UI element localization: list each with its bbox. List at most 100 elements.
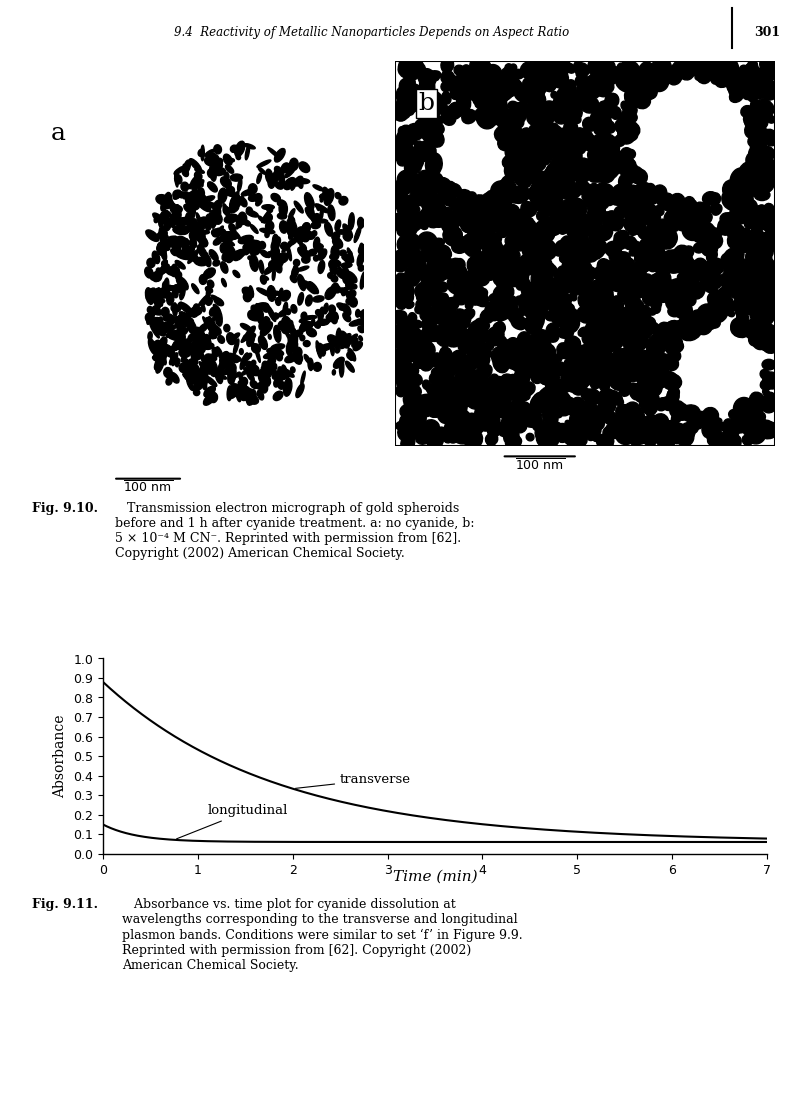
Ellipse shape xyxy=(543,134,551,143)
Ellipse shape xyxy=(461,413,468,423)
Ellipse shape xyxy=(198,237,207,247)
Ellipse shape xyxy=(624,347,638,362)
Ellipse shape xyxy=(287,219,295,234)
Ellipse shape xyxy=(561,131,580,148)
Ellipse shape xyxy=(514,386,529,401)
Ellipse shape xyxy=(238,235,253,243)
Ellipse shape xyxy=(500,123,510,134)
Ellipse shape xyxy=(762,388,769,396)
Ellipse shape xyxy=(498,199,511,213)
Ellipse shape xyxy=(216,319,221,325)
Ellipse shape xyxy=(175,190,182,198)
Ellipse shape xyxy=(405,354,414,362)
Ellipse shape xyxy=(239,348,243,355)
Ellipse shape xyxy=(278,309,288,317)
Ellipse shape xyxy=(525,235,534,247)
Ellipse shape xyxy=(564,198,586,218)
Ellipse shape xyxy=(601,194,608,203)
Ellipse shape xyxy=(195,335,201,344)
Ellipse shape xyxy=(735,77,756,97)
Ellipse shape xyxy=(399,78,413,94)
Ellipse shape xyxy=(629,317,645,334)
Ellipse shape xyxy=(204,335,210,341)
Ellipse shape xyxy=(658,280,672,292)
Ellipse shape xyxy=(475,347,491,360)
Ellipse shape xyxy=(341,288,347,296)
Ellipse shape xyxy=(323,304,328,314)
Ellipse shape xyxy=(538,190,554,205)
Ellipse shape xyxy=(633,363,644,372)
Ellipse shape xyxy=(651,223,668,238)
Ellipse shape xyxy=(572,158,589,176)
Ellipse shape xyxy=(330,276,337,282)
Ellipse shape xyxy=(723,268,735,280)
Ellipse shape xyxy=(220,262,228,273)
Ellipse shape xyxy=(645,377,656,387)
Ellipse shape xyxy=(160,196,169,211)
Ellipse shape xyxy=(544,359,556,371)
Ellipse shape xyxy=(530,60,551,80)
Ellipse shape xyxy=(717,225,724,235)
Ellipse shape xyxy=(742,208,751,217)
Ellipse shape xyxy=(468,244,480,253)
Ellipse shape xyxy=(416,394,432,407)
Ellipse shape xyxy=(628,279,648,298)
Ellipse shape xyxy=(733,222,740,231)
Ellipse shape xyxy=(623,402,639,418)
Ellipse shape xyxy=(393,355,411,376)
Ellipse shape xyxy=(464,341,473,349)
Ellipse shape xyxy=(758,298,776,317)
Ellipse shape xyxy=(750,171,765,182)
Ellipse shape xyxy=(620,102,628,110)
Ellipse shape xyxy=(176,302,182,311)
Ellipse shape xyxy=(702,243,717,257)
Ellipse shape xyxy=(666,70,679,83)
Ellipse shape xyxy=(182,366,191,381)
Ellipse shape xyxy=(672,320,687,336)
Ellipse shape xyxy=(509,296,516,304)
Ellipse shape xyxy=(622,364,640,382)
Ellipse shape xyxy=(216,374,227,379)
Ellipse shape xyxy=(442,250,451,259)
Ellipse shape xyxy=(546,140,562,156)
Ellipse shape xyxy=(172,205,179,211)
Ellipse shape xyxy=(603,244,614,253)
Ellipse shape xyxy=(708,276,721,289)
Ellipse shape xyxy=(541,392,560,413)
Ellipse shape xyxy=(265,221,273,231)
Ellipse shape xyxy=(514,170,531,186)
Ellipse shape xyxy=(550,146,560,157)
Ellipse shape xyxy=(303,340,310,347)
Ellipse shape xyxy=(506,403,517,414)
Ellipse shape xyxy=(450,201,458,211)
Ellipse shape xyxy=(304,321,312,329)
Ellipse shape xyxy=(589,339,601,349)
Ellipse shape xyxy=(650,352,661,363)
Ellipse shape xyxy=(672,249,687,260)
Ellipse shape xyxy=(532,366,540,375)
Ellipse shape xyxy=(424,350,431,357)
Ellipse shape xyxy=(184,217,190,223)
Ellipse shape xyxy=(440,384,453,401)
Ellipse shape xyxy=(486,215,503,232)
Ellipse shape xyxy=(408,147,421,165)
Ellipse shape xyxy=(276,253,288,263)
Ellipse shape xyxy=(625,343,641,364)
Ellipse shape xyxy=(745,162,755,173)
Ellipse shape xyxy=(232,250,245,258)
Ellipse shape xyxy=(426,397,442,417)
Ellipse shape xyxy=(277,200,284,205)
Ellipse shape xyxy=(453,432,471,444)
Ellipse shape xyxy=(498,345,514,363)
Ellipse shape xyxy=(393,324,413,344)
Ellipse shape xyxy=(347,252,352,264)
Ellipse shape xyxy=(701,407,718,425)
Ellipse shape xyxy=(416,286,432,305)
Ellipse shape xyxy=(565,304,574,315)
Ellipse shape xyxy=(701,423,711,437)
Ellipse shape xyxy=(524,317,541,335)
Ellipse shape xyxy=(574,424,583,434)
Ellipse shape xyxy=(222,250,235,261)
Ellipse shape xyxy=(397,331,416,353)
Ellipse shape xyxy=(397,181,404,190)
